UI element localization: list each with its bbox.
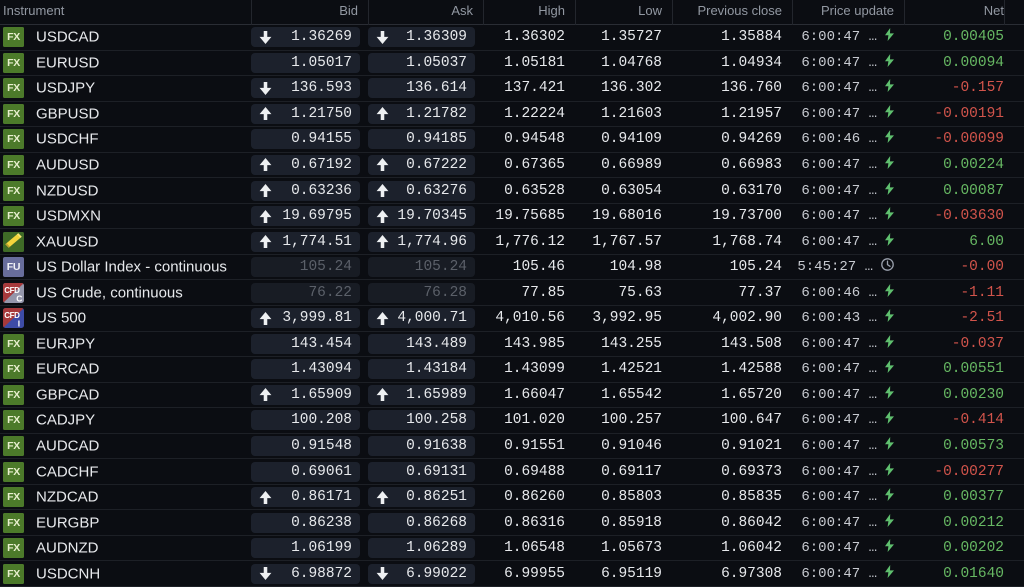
svg-text:C: C [16,293,22,303]
svg-text:I: I [18,319,20,329]
